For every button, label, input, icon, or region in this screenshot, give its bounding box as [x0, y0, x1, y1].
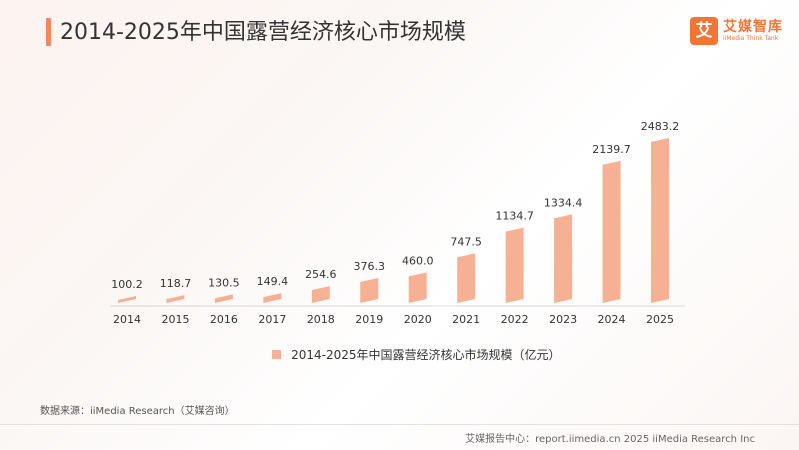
- x-tick-2015: 2015: [161, 313, 189, 326]
- data-label-2019: 376.3: [354, 260, 386, 273]
- logo-mark-icon: 艾: [690, 17, 718, 45]
- x-tick-2021: 2021: [452, 313, 480, 326]
- x-tick-2019: 2019: [355, 313, 383, 326]
- data-label-2025: 2483.2: [641, 120, 680, 133]
- x-tick-2024: 2024: [598, 313, 626, 326]
- bar-2014: [118, 296, 136, 303]
- footer-divider: [0, 424, 799, 425]
- bar-2022: [505, 227, 524, 303]
- chart-title: 2014-2025年中国露营经济核心市场规模: [60, 20, 466, 45]
- chart-legend: 2014-2025年中国露营经济核心市场规模（亿元）: [272, 344, 561, 362]
- data-label-2020: 460.0: [402, 254, 434, 267]
- title-accent-bar: [46, 18, 51, 46]
- logo-subtext: iiMedia Think Tank: [723, 35, 779, 42]
- x-tick-2018: 2018: [307, 313, 335, 326]
- data-label-2024: 2139.7: [592, 143, 631, 156]
- x-tick-2017: 2017: [258, 313, 286, 326]
- bar-2021: [457, 253, 476, 303]
- bar-2020: [408, 272, 427, 303]
- legend-swatch: [272, 350, 281, 359]
- bar-2019: [360, 277, 379, 303]
- x-tick-2023: 2023: [549, 313, 577, 326]
- iimedia-logo: 艾 艾媒智库 iiMedia Think Tank: [690, 16, 786, 48]
- data-label-2014: 100.2: [111, 278, 143, 291]
- bar-2023: [554, 214, 573, 303]
- data-label-2023: 1334.4: [544, 196, 583, 209]
- bar-2024: [602, 160, 621, 303]
- x-tick-2025: 2025: [646, 313, 674, 326]
- bar-2016: [214, 294, 233, 303]
- data-source: 数据来源：iiMedia Research（艾媒咨询）: [40, 406, 235, 417]
- data-label-2022: 1134.7: [495, 210, 534, 223]
- data-label-2017: 149.4: [257, 275, 289, 288]
- x-tick-2016: 2016: [210, 313, 238, 326]
- data-label-2015: 118.7: [160, 277, 192, 290]
- x-tick-2014: 2014: [113, 313, 141, 326]
- bar-2025: [651, 138, 669, 303]
- bar-2015: [166, 295, 185, 303]
- data-label-2021: 747.5: [450, 235, 482, 248]
- data-label-2018: 254.6: [305, 268, 337, 281]
- bar-2017: [263, 293, 282, 303]
- footer-text: 艾媒报告中心：report.iimedia.cn 2025 iiMedia Re…: [465, 434, 755, 445]
- legend-label: 2014-2025年中国露营经济核心市场规模（亿元）: [291, 348, 561, 362]
- logo-text: 艾媒智库: [723, 19, 783, 35]
- x-tick-2022: 2022: [501, 313, 529, 326]
- bar-2018: [311, 286, 330, 303]
- data-label-2016: 130.5: [208, 276, 240, 289]
- x-tick-2020: 2020: [404, 313, 432, 326]
